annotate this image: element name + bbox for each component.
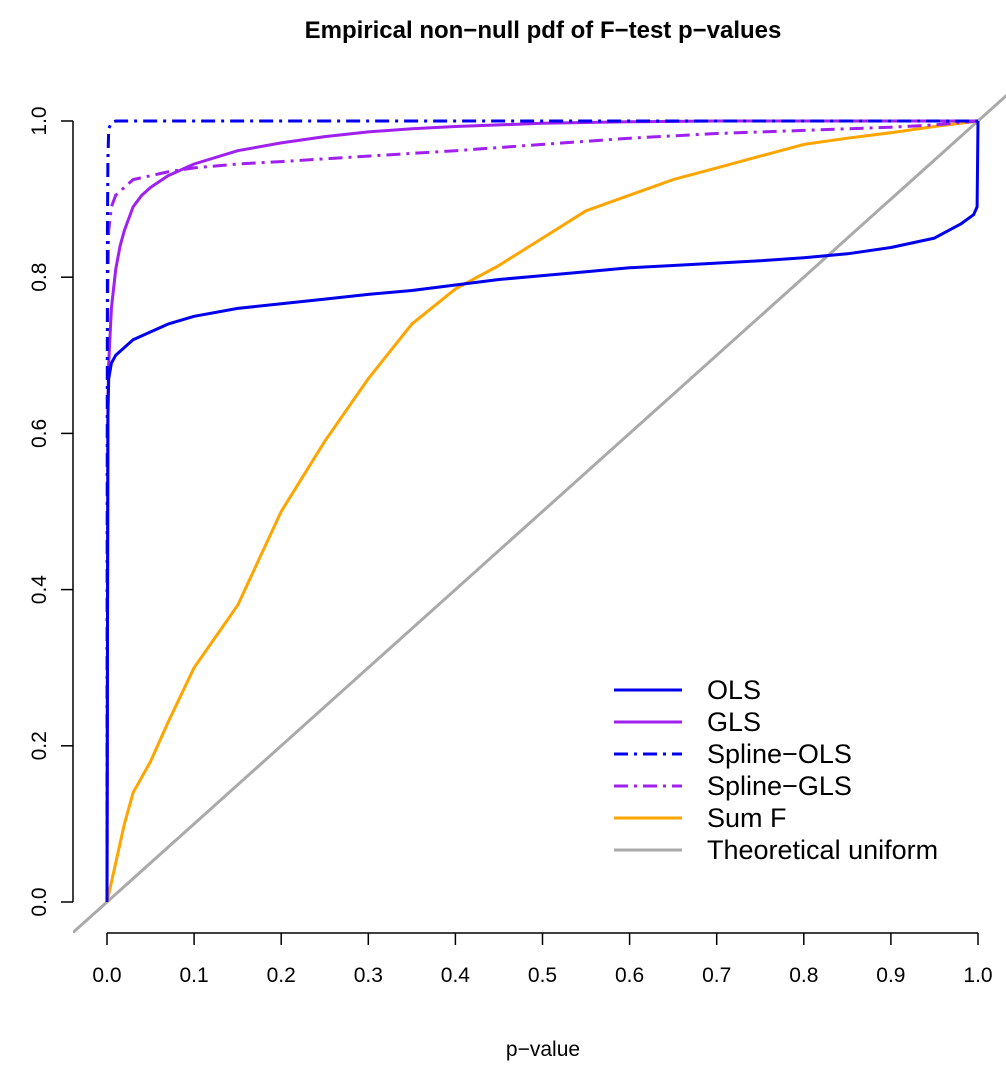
x-tick-label: 0.1 [179,964,208,987]
x-tick-label: 0.3 [354,964,383,987]
y-tick-label: 0.4 [28,575,51,605]
x-axis-label: p−value [506,1038,580,1061]
y-tick-label: 0.2 [28,731,51,760]
x-tick-label: 0.6 [615,964,644,987]
legend-label-2: Spline−OLS [707,739,852,769]
x-tick-label: 0.0 [92,964,121,987]
legend-label-0: OLS [707,675,761,705]
x-tick-label: 0.7 [702,964,731,987]
x-tick-label: 0.5 [528,964,557,987]
series-line-0 [105,120,980,903]
x-tick-label: 0.8 [789,964,818,987]
series-line-4 [105,119,979,903]
y-tick-label: 0.8 [28,263,51,292]
series-lines [73,93,1006,933]
legend-label-4: Sum F [707,803,787,833]
y-tick-label: 0.6 [28,419,51,448]
y-tick-label: 0.0 [28,887,51,916]
x-tick-label: 0.4 [441,964,471,987]
x-tick-label: 0.9 [876,964,905,987]
chart-title: Empirical non−null pdf of F−test p−value… [305,17,782,44]
x-tick-label: 1.0 [963,964,992,987]
y-tick-label: 1.0 [28,106,51,135]
legend-label-3: Spline−GLS [707,771,852,801]
series-line-3 [105,119,979,903]
y-ticks: 0.0 0.2 0.4 0.6 0.8 1.0 [28,106,73,917]
series-line-2 [105,119,978,903]
series-line-5 [73,93,1006,933]
legend-label-5: Theoretical uniform [707,835,938,865]
legend-label-1: GLS [707,707,761,737]
x-tick-label: 0.2 [267,964,296,987]
x-ticks: 0.0 0.1 0.2 0.3 0.4 0.5 0.6 0.7 0.8 0.9 1.0 [92,933,993,987]
